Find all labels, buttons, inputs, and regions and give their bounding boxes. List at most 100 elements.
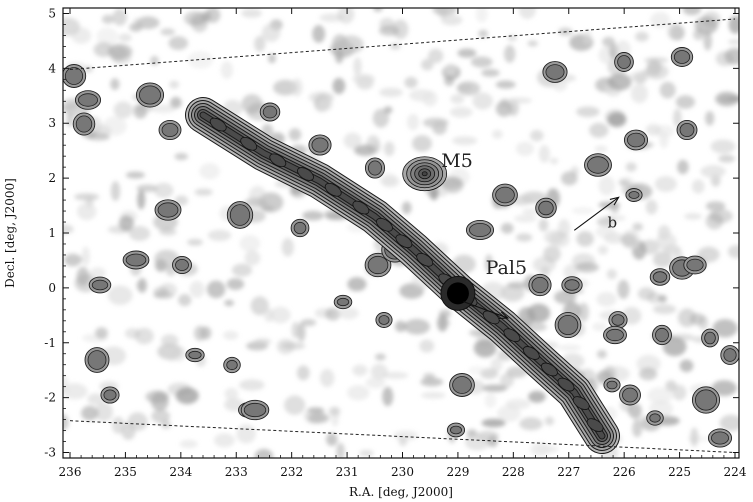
stream-clump	[503, 328, 521, 343]
noise-blob	[682, 8, 702, 16]
noise-blob	[532, 256, 556, 273]
noise-blob	[484, 254, 494, 273]
contour-blob-inner	[336, 297, 350, 307]
noise-blob	[175, 387, 199, 405]
noise-blob	[161, 334, 179, 347]
x-tick-label: 235	[114, 465, 137, 479]
contour-blob-inner	[449, 425, 462, 435]
contour-blob-inner	[723, 348, 737, 362]
noise-blob	[598, 201, 621, 209]
noise-blob	[519, 417, 543, 431]
noise-blob	[602, 36, 615, 47]
noise-blob	[672, 384, 687, 401]
noise-blob	[223, 330, 239, 340]
noise-blob	[243, 197, 268, 208]
noise-blob	[160, 28, 176, 36]
noise-blob	[269, 306, 291, 324]
noise-blob	[544, 230, 565, 245]
contour-blob-inner	[125, 253, 147, 267]
noise-blob	[332, 77, 346, 95]
noise-blob	[170, 345, 187, 362]
noise-blob	[647, 387, 673, 404]
pal5-direction-arrow	[463, 301, 510, 320]
noise-blob	[452, 136, 478, 146]
noise-blob	[95, 327, 108, 339]
noise-blob	[691, 179, 705, 194]
noise-blob	[365, 376, 386, 389]
noise-blob	[224, 299, 235, 307]
stream-contour-fill	[200, 112, 605, 439]
stream-clump	[522, 346, 540, 360]
noise-blob	[620, 233, 637, 247]
noise-blob	[724, 48, 739, 65]
noise-blob	[607, 73, 632, 91]
noise-blob	[563, 264, 579, 280]
noise-blob	[93, 42, 114, 58]
noise-blob	[389, 43, 401, 50]
noise-blob	[515, 141, 535, 156]
noise-blob	[236, 424, 256, 444]
noise-blob	[495, 80, 516, 89]
noise-blob	[504, 45, 516, 63]
noise-blob	[302, 210, 324, 221]
noise-blob	[689, 313, 705, 326]
noise-blob	[151, 104, 176, 113]
noise-blob	[206, 280, 226, 299]
noise-blob	[727, 245, 739, 259]
noise-blob	[319, 13, 344, 22]
contour-blob-inner	[564, 279, 580, 291]
stream-clump	[557, 377, 575, 392]
noise-blob	[338, 307, 359, 320]
stream-clump	[572, 396, 590, 410]
annotation-m5: M5	[441, 150, 473, 172]
noise-blob	[712, 319, 738, 338]
stream-clump	[209, 117, 227, 132]
noise-blob	[514, 214, 537, 223]
noise-blob	[214, 433, 235, 448]
noise-blob	[679, 359, 694, 373]
noise-blob	[264, 308, 274, 323]
noise-blob	[407, 113, 420, 131]
noise-blob	[583, 29, 592, 45]
noise-blob	[506, 281, 530, 289]
noise-blob	[571, 207, 595, 215]
tidal-stream-layer	[185, 97, 620, 454]
noise-blob	[444, 63, 457, 77]
noise-blob	[607, 112, 627, 128]
annotation-pal5: Pal5	[486, 257, 527, 279]
noise-blob	[647, 292, 662, 304]
noise-blob	[291, 321, 300, 339]
noise-blob	[450, 94, 465, 104]
noise-blob	[381, 175, 400, 188]
noise-blob	[81, 405, 99, 421]
noise-blob	[658, 294, 667, 303]
noise-blob	[201, 10, 212, 22]
y-tick-label: -2	[44, 391, 56, 405]
noise-blob	[437, 314, 448, 332]
contour-blob-inner	[606, 380, 618, 390]
noise-blob	[421, 391, 446, 399]
noise-blob	[319, 369, 335, 387]
noise-blob	[83, 65, 93, 73]
y-tick-label: 5	[48, 6, 56, 20]
noise-blob	[457, 81, 481, 96]
noise-blob	[481, 384, 508, 392]
noise-blob	[632, 419, 643, 438]
contour-blob-inner	[188, 350, 202, 360]
contour-blob-inner	[452, 376, 472, 394]
contour-blob-inner	[367, 160, 382, 176]
noise-blob	[87, 393, 105, 405]
noise-blob	[281, 237, 294, 257]
noise-blob	[332, 34, 348, 52]
noise-blob	[478, 29, 489, 38]
x-axis-label: R.A. [deg, J2000]	[349, 485, 453, 499]
noise-blob	[404, 318, 430, 335]
background-noise-layer	[63, 8, 739, 458]
noise-blob	[632, 222, 644, 232]
noise-blob	[530, 129, 544, 142]
noise-blob	[645, 199, 658, 215]
noise-blob	[398, 436, 408, 447]
contour-blob-inner	[157, 202, 179, 218]
x-tick-label: 230	[391, 465, 414, 479]
contour-blob-inner	[262, 105, 278, 119]
